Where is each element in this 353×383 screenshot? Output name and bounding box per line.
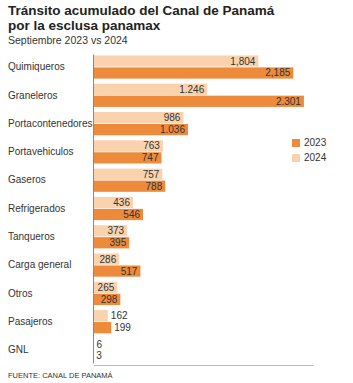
- bar: [93, 310, 108, 321]
- data-label: 265: [98, 282, 115, 293]
- subtitle: Septiembre 2023 vs 2024: [8, 34, 128, 46]
- bar: [93, 124, 188, 135]
- tick: Otros: [8, 288, 93, 299]
- tick-label: Gaseros: [8, 174, 46, 185]
- legend-swatch: [292, 154, 300, 162]
- data-label: 436: [113, 197, 130, 208]
- data-label: 298: [101, 294, 118, 305]
- bar: [93, 265, 140, 276]
- data-label: 747: [142, 152, 159, 163]
- bar: [93, 84, 207, 95]
- tick-label: Otros: [8, 288, 32, 299]
- tick-label: Pasajeros: [8, 316, 52, 327]
- tick: Carga general: [8, 259, 93, 270]
- tick: Graneleros: [8, 90, 93, 101]
- bar: [93, 294, 120, 305]
- tick: Portavehiculos: [8, 146, 93, 157]
- data-label: 395: [110, 237, 127, 248]
- data-label: 763: [143, 140, 160, 151]
- data-label: 286: [100, 254, 117, 265]
- bar: [93, 140, 163, 151]
- data-label: 757: [143, 169, 160, 180]
- data-label: 3: [96, 350, 102, 361]
- bar: [93, 282, 117, 293]
- bar: [93, 152, 161, 163]
- legend-item: 2023: [292, 137, 327, 148]
- tick-label: GNL: [8, 344, 29, 355]
- legend-label: 2023: [304, 137, 327, 148]
- axis-line: [94, 365, 314, 366]
- bar: [93, 225, 127, 236]
- x-axis: [94, 365, 314, 366]
- data-label: 1.036: [160, 124, 185, 135]
- chart: Tránsito acumulado del Canal de Panamápo…: [0, 0, 353, 383]
- bar: [93, 181, 165, 192]
- data-label: 6: [97, 339, 103, 350]
- tick: Quimiqueros: [8, 61, 93, 72]
- tick-label: Portavehiculos: [8, 146, 74, 157]
- data-label: 1,804: [230, 56, 255, 67]
- data-label: 199: [114, 322, 131, 333]
- bars: [93, 55, 304, 361]
- legend-item: 2024: [292, 152, 327, 163]
- axis-line: [93, 55, 94, 364]
- tick-label: Carga general: [8, 259, 71, 270]
- bar: [93, 67, 293, 78]
- source: FUENTE: CANAL DE PANAMÁ: [8, 371, 113, 380]
- legend-swatch: [292, 139, 300, 147]
- bar: [93, 253, 119, 264]
- data-label: 546: [123, 209, 140, 220]
- bar: [93, 209, 143, 220]
- tick-label: Graneleros: [8, 90, 57, 101]
- legend: 2023 2024: [292, 137, 327, 163]
- title: Tránsito acumulado del Canal de Panamápo…: [8, 3, 275, 33]
- tick: Gaseros: [8, 174, 93, 185]
- data-label: 517: [121, 266, 138, 277]
- y-axis: Quimiqueros Graneleros Portacontenedores Po…: [8, 55, 94, 364]
- tick: Tanqueros: [8, 231, 93, 242]
- tick-label: Tanqueros: [8, 231, 55, 242]
- data-label: 788: [146, 181, 163, 192]
- tick-label: Quimiqueros: [8, 61, 65, 72]
- legend-label: 2024: [304, 152, 327, 163]
- bar: [93, 197, 133, 208]
- data-label: 373: [108, 225, 125, 236]
- tick-label: Refrigerados: [8, 203, 65, 214]
- tick: Portacontenedores: [8, 118, 93, 129]
- data-label: 2.301: [276, 96, 301, 107]
- bar: [93, 96, 304, 107]
- tick-label: Portacontenedores: [8, 118, 93, 129]
- data-label: 986: [164, 112, 181, 123]
- data-label: 162: [111, 310, 128, 321]
- data-label: 2,185: [265, 67, 290, 78]
- bar: [93, 55, 258, 66]
- bar: [93, 322, 111, 333]
- data-label: 1.246: [179, 84, 204, 95]
- tick: Refrigerados: [8, 203, 93, 214]
- bar: [93, 169, 162, 180]
- tick: GNL: [8, 344, 93, 355]
- tick: Pasajeros: [8, 316, 93, 327]
- data-labels: 2,185 2.301 1.036 747 788 546 395 517 298 199 3 1,8…: [96, 56, 301, 362]
- bar: [93, 237, 129, 248]
- bar: [93, 112, 183, 123]
